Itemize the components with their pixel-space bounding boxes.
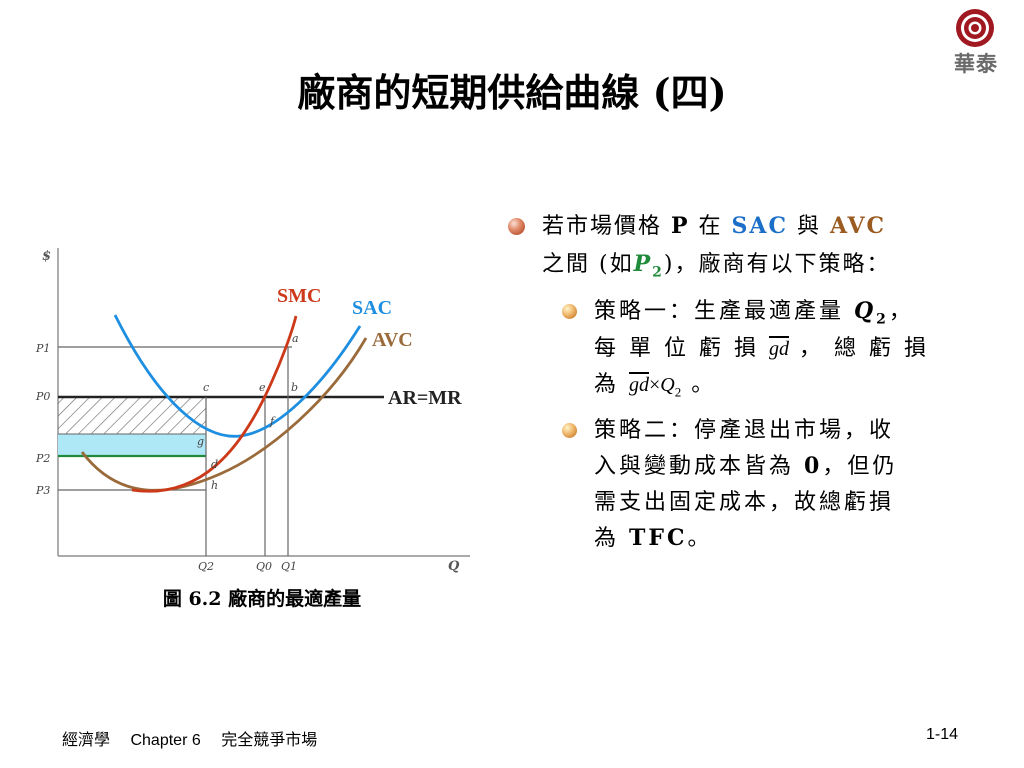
point-b-label: b [291,381,298,394]
text-fragment: 每 單 位 虧 損 [594,336,769,362]
text-fragment: 為 [594,525,629,551]
footer-course: 經濟學 [62,732,111,749]
strategy-two-line2: 入與變動成本皆為 0，但仍 [594,449,988,485]
p0-label: P0 [35,390,50,403]
avc-label: AVC [372,329,413,351]
footer-topic: 完全競爭市場 [221,732,318,749]
point-e-label: e [259,381,266,394]
logo-icon [956,9,994,47]
strategy-one: 策略一：生產最適產量 Q2， 每 單 位 虧 損 gd ， 總 虧 損 為 gd… [560,294,988,403]
q0-label: Q0 [256,560,272,573]
bullet-dot-icon [508,218,525,235]
strategy-two: 策略二：停產退出市場，收 入與變動成本皆為 0，但仍 需支出固定成本，故總虧損 … [560,413,988,556]
strategy-one-line3: 為 gd×Q2 。 [594,367,988,403]
sac-label: SAC [352,297,392,319]
logo-text: 華泰 [954,52,998,76]
point-h-label: h [211,479,218,492]
avc-curve [80,337,368,492]
point-f-label: f [269,415,276,428]
tfc-term: TFC [629,524,688,551]
text-fragment: ，但仍 [822,453,898,479]
text-fragment: 之間 (如 [542,251,634,277]
x-axis-label: Q [448,559,460,574]
gd-term: gd [768,338,789,361]
q-symbol: Q [854,298,877,325]
strategy-one-line2: 每 單 位 虧 損 gd ， 總 虧 損 [594,331,988,367]
content-area: 若市場價格 P 在 SAC 與 AVC 之間 (如P2)，廠商有以下策略： 策略… [508,208,988,557]
p2-label: P2 [35,452,50,465]
bullet-main-line2: 之間 (如P2)，廠商有以下策略： [542,246,988,285]
p2-symbol: P [633,250,653,277]
text-fragment: 若市場價格 [542,214,671,239]
avc-term: AVC [830,213,887,239]
revenue-hatch [58,397,206,434]
q-subscript: 2 [876,311,889,328]
strategy-one-line1: 策略一：生產最適產量 Q2， [594,294,988,331]
cost-curve-figure: $ Q P1 P0 P2 P3 Q2 Q0 Q1 a c e b f g d h… [35,248,470,574]
text-fragment: 為 [594,372,629,398]
footer-chapter: Chapter 6 [130,732,201,749]
sub-bullet-dot-icon [562,304,577,320]
point-c-label: c [203,381,209,394]
strategy-two-line3: 需支出固定成本，故總虧損 [594,489,895,515]
text-fragment: 與 [788,214,831,239]
point-d-label: d [211,458,218,471]
sub-bullet-dot-icon [562,423,577,439]
p1-label: P1 [35,342,50,355]
page-number: 1-14 [926,726,959,743]
text-fragment: 入與變動成本皆為 [594,453,804,479]
q1-label: Q1 [281,560,297,573]
text-fragment: )，廠商有以下策略： [663,251,891,277]
price-symbol: P [671,213,690,239]
loss-area [58,434,206,456]
q2-label: Q2 [198,560,214,573]
q-symbol-2: Q [660,374,675,397]
times-sign: × [649,374,661,397]
y-axis-label: $ [42,249,51,264]
footer: 經濟學 Chapter 6 完全競爭市場 [62,726,333,750]
strategy-two-line4: 為 TFC。 [594,521,988,557]
point-a-label: a [292,332,299,345]
q-subscript-2: 2 [674,384,682,400]
text-fragment: 。 [687,525,713,551]
text-fragment: ， [888,299,914,325]
text-fragment: 在 [689,214,732,239]
strategy-two-line1: 策略二：停產退出市場，收 [594,418,895,444]
p2-subscript: 2 [652,263,664,280]
p3-label: P3 [35,484,50,497]
smc-label: SMC [277,285,321,307]
smc-curve [131,315,298,493]
text-fragment: 。 [681,372,717,398]
sac-term: SAC [731,213,789,239]
figure-caption: 圖 6.2 廠商的最適產量 [162,588,362,610]
bullet-main-line1: 若市場價格 P 在 SAC 與 AVC [542,208,988,246]
text-fragment: ， 總 虧 損 [788,336,929,362]
bullet-main: 若市場價格 P 在 SAC 與 AVC 之間 (如P2)，廠商有以下策略： [508,208,988,284]
slide-title: 廠商的短期供給曲線 (四) [297,70,727,115]
ar-mr-label: AR=MR [388,387,462,409]
point-g-label: g [197,435,204,448]
sac-curve [113,314,362,438]
text-fragment: 策略一：生產最適產量 [594,299,854,325]
zero-value: 0 [804,452,823,479]
gd-term-2: gd [629,374,649,397]
